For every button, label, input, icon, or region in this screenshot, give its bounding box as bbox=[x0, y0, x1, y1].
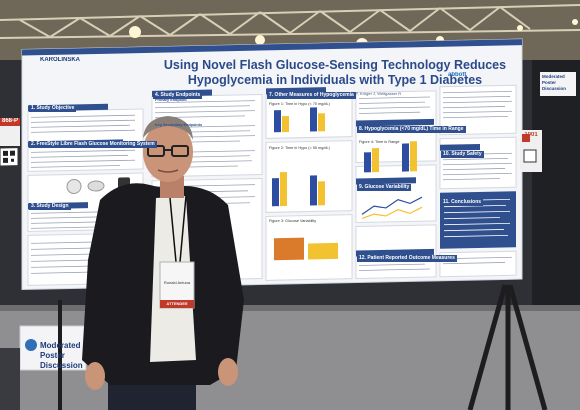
qr-code-right bbox=[523, 149, 537, 163]
section-summary: 10. Study Safety bbox=[441, 151, 484, 158]
figure-1-caption: Figure 1: Time in Hypo (< 70 mg/dL) bbox=[269, 102, 330, 106]
right-poster-number: 1001 bbox=[524, 132, 538, 138]
section-conclusions: 11. Conclusions bbox=[441, 199, 484, 206]
right-moderated-sign bbox=[540, 72, 576, 96]
section-freestyle-libre: 2. FreeStyle Libre Flash Glucose Monitor… bbox=[29, 141, 157, 148]
right-board bbox=[532, 60, 580, 310]
moderated-poster-sign-text: Moderated Poster Discussion bbox=[40, 341, 83, 370]
face bbox=[143, 122, 193, 182]
right-hand bbox=[218, 358, 238, 386]
section-study-objective: 1. Study Objective bbox=[29, 105, 77, 112]
abbott-logo: abbott bbox=[448, 72, 467, 78]
figure-4-caption: Figure 4: Time in Range bbox=[359, 140, 400, 144]
person bbox=[82, 116, 244, 410]
poster-bar-charts bbox=[272, 107, 423, 261]
left-poster-number: 868-P bbox=[1, 118, 18, 124]
easel-stand bbox=[467, 284, 548, 410]
section-study-design: 3. Study Design bbox=[29, 203, 71, 210]
primary-endpoint-label: Primary Endpoint bbox=[155, 98, 187, 102]
figure-2-caption: Figure 2: Time in Hypo (< 55 mg/dL) bbox=[269, 146, 330, 150]
left-hand bbox=[85, 362, 105, 390]
section-other-measures: 7. Other Measures of Hypoglycemia bbox=[267, 92, 356, 99]
key-secondary-label: Key Secondary Endpoints bbox=[155, 123, 203, 127]
badge-name: Ronald Antuna bbox=[163, 280, 191, 285]
figure-3-caption: Figure 3: Glucose Variability bbox=[269, 219, 317, 223]
section-study-endpoints: 4. Study Endpoints bbox=[153, 92, 203, 99]
poster-title: Using Novel Flash Glucose-Sensing Techno… bbox=[163, 58, 507, 87]
right-moderated-sign-text: Moderated Poster Discussion bbox=[542, 74, 567, 91]
section-glucose-variability: 9. Glucose Variability bbox=[357, 184, 412, 191]
karolinska-logo: KAROLINSKA bbox=[40, 57, 80, 63]
section-hypoglycemia-time: 8. Hypoglycemia (<70 mg/dL) Time in Rang… bbox=[357, 126, 466, 133]
ceiling-truss bbox=[0, 4, 580, 39]
qr-code-left bbox=[0, 147, 19, 167]
speech-bubble-icon bbox=[25, 339, 37, 351]
badge-ribbon: ATTENDEE bbox=[166, 301, 188, 306]
section-patient-outcomes: 12. Patient Reported Outcome Measures bbox=[357, 255, 457, 262]
hair bbox=[143, 116, 193, 140]
